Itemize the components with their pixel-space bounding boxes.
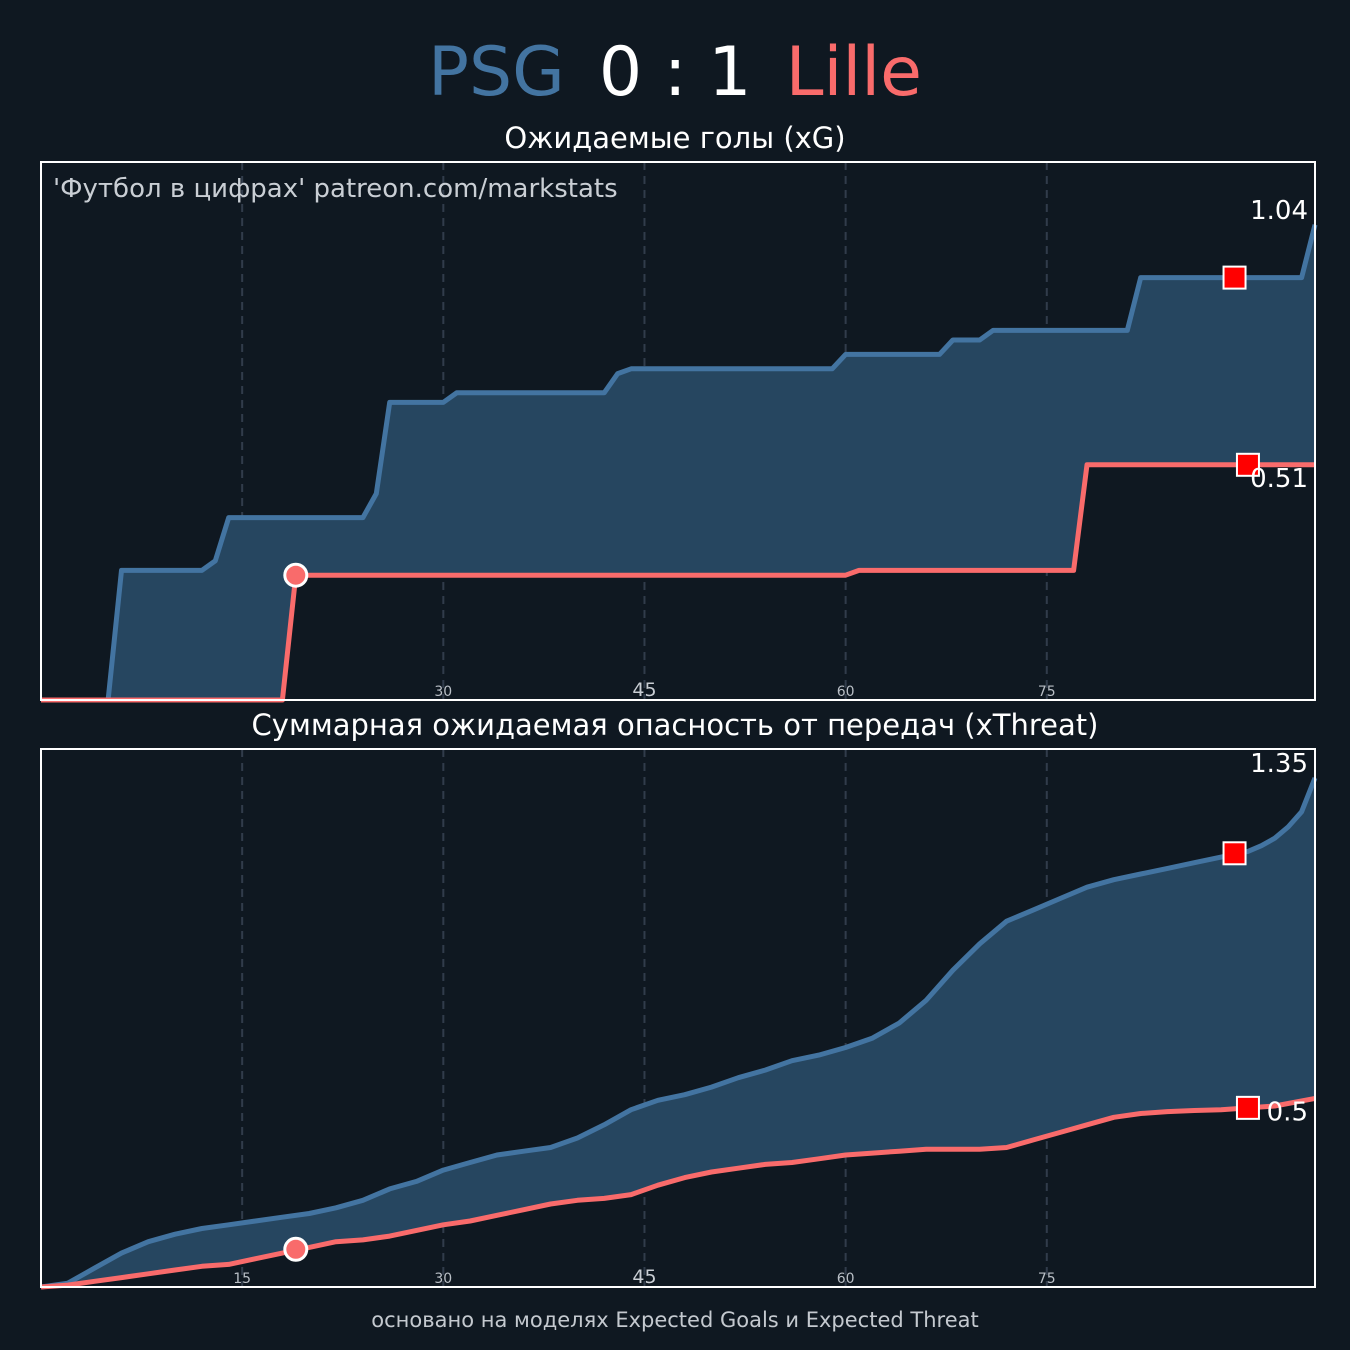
x-tick-label: 45	[632, 679, 656, 701]
x-tick-label: 15	[233, 1271, 251, 1287]
plot-frame	[40, 748, 1316, 1288]
match-score: 0 : 1	[598, 33, 752, 112]
match-header: PSG 0 : 1 Lille	[0, 28, 1350, 118]
goal-marker	[283, 1236, 309, 1262]
xg-chart-title: Ожидаемые голы (xG)	[504, 121, 846, 155]
goal-marker	[283, 562, 309, 588]
series-line-lille	[41, 462, 1315, 703]
footer-note: основано на моделях Expected Goals и Exp…	[371, 1308, 979, 1332]
card-marker	[1222, 265, 1247, 290]
watermark-text: 'Футбол в цифрах' patreon.com/markstats	[53, 174, 618, 204]
x-tick-label: 60	[837, 1271, 855, 1287]
home-team-name: PSG	[428, 33, 565, 112]
end-label-psg: 1.04	[1250, 196, 1308, 226]
x-tick-label: 30	[434, 1271, 452, 1287]
x-tick-label: 45	[632, 1266, 656, 1288]
end-label-lille: 0.51	[1250, 464, 1308, 494]
xthreat-chart: 15 30 45 60 75 1.35 0.5	[40, 748, 1318, 1290]
area-between-series	[41, 224, 1315, 701]
plot-frame	[40, 161, 1316, 701]
x-tick-label: 30	[434, 684, 452, 700]
xthreat-chart-title: Суммарная ожидаемая опасность от передач…	[251, 708, 1099, 742]
end-label-psg: 1.35	[1250, 749, 1308, 779]
area-between-series	[41, 777, 1315, 1287]
away-team-name: Lille	[785, 33, 922, 112]
series-line-lille	[40, 1095, 1316, 1290]
end-label-lille: 0.5	[1267, 1097, 1308, 1127]
series-line-psg	[41, 224, 1318, 703]
x-tick-label: 75	[1038, 1271, 1056, 1287]
series-line-psg	[40, 776, 1318, 1290]
card-marker	[1222, 841, 1247, 866]
card-marker	[1235, 452, 1260, 477]
x-tick-label: 75	[1038, 684, 1056, 700]
x-tick-label: 60	[837, 684, 855, 700]
card-marker	[1235, 1095, 1260, 1120]
